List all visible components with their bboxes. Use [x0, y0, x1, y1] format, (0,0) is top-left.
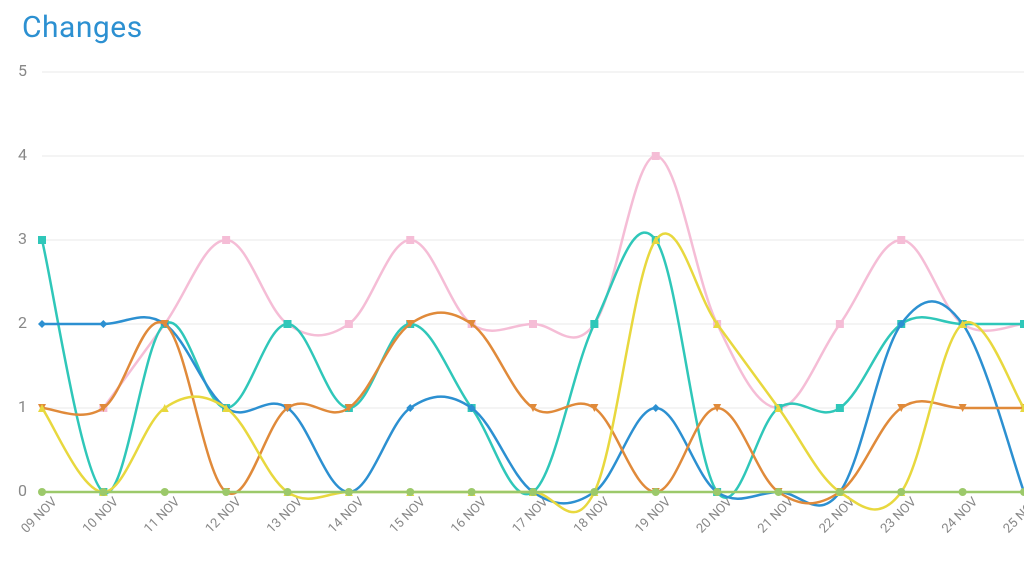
data-marker: [652, 404, 660, 412]
data-marker: [161, 488, 169, 496]
x-axis-label: 11 NOV: [141, 494, 183, 536]
data-marker: [284, 488, 292, 496]
x-axis-label: 14 NOV: [325, 494, 367, 536]
y-axis-label: 4: [18, 145, 27, 164]
series-line: [103, 156, 1024, 408]
series-series-teal: [38, 233, 1024, 498]
x-axis-label: 16 NOV: [448, 494, 490, 536]
data-marker: [836, 488, 844, 496]
y-axis-label: 0: [18, 481, 27, 500]
data-marker: [406, 488, 414, 496]
data-marker: [99, 488, 107, 496]
data-marker: [284, 320, 292, 328]
data-marker: [652, 152, 660, 160]
data-marker: [38, 488, 46, 496]
data-marker: [652, 488, 660, 496]
data-marker: [590, 488, 598, 496]
series-line: [42, 301, 1024, 505]
series-series-blue: [38, 301, 1024, 505]
x-axis-label: 10 NOV: [80, 494, 122, 536]
series-series-pink: [99, 152, 1024, 412]
data-marker: [897, 236, 905, 244]
data-marker: [406, 236, 414, 244]
chart-svg: 0 1 2 3 4 5 09 NOV 10 NOV 11 NOV 12 NOV 13 NOV 14 N…: [0, 0, 1024, 576]
y-axis-label: 2: [18, 313, 27, 332]
data-marker: [836, 404, 844, 412]
data-marker: [1020, 320, 1024, 328]
x-axis-label: 09 NOV: [19, 494, 61, 536]
data-marker: [836, 320, 844, 328]
x-axis-label: 12 NOV: [203, 494, 245, 536]
data-marker: [959, 488, 967, 496]
series-line: [42, 234, 1024, 513]
data-marker: [529, 488, 537, 496]
data-marker: [775, 488, 783, 496]
x-axis-label: 15 NOV: [387, 494, 429, 536]
data-marker: [713, 488, 721, 496]
data-marker: [1020, 488, 1024, 496]
data-marker: [345, 320, 353, 328]
data-marker: [222, 488, 230, 496]
data-marker: [897, 488, 905, 496]
y-axis-label: 3: [18, 229, 27, 248]
series-series-green: [38, 488, 1024, 496]
x-axis-label: 19 NOV: [632, 494, 674, 536]
data-marker: [468, 488, 476, 496]
data-marker: [345, 488, 353, 496]
y-axis-label: 1: [18, 397, 27, 416]
x-axis-label: 13 NOV: [264, 494, 306, 536]
data-marker: [590, 320, 598, 328]
data-marker: [99, 320, 107, 328]
chart-container: Changes 01234509 NOV10 NOV11 NOV12 NOV13…: [0, 0, 1024, 576]
data-marker: [38, 236, 46, 244]
x-axis-label: 23 NOV: [878, 494, 920, 536]
data-marker: [222, 236, 230, 244]
data-marker: [529, 320, 537, 328]
x-axis-label: 24 NOV: [939, 494, 981, 536]
x-axis-label: 25 NOV: [1001, 494, 1024, 536]
y-axis-label: 5: [18, 61, 27, 80]
data-marker: [38, 320, 46, 328]
x-axis-label: 20 NOV: [694, 494, 736, 536]
series-line: [42, 233, 1024, 498]
